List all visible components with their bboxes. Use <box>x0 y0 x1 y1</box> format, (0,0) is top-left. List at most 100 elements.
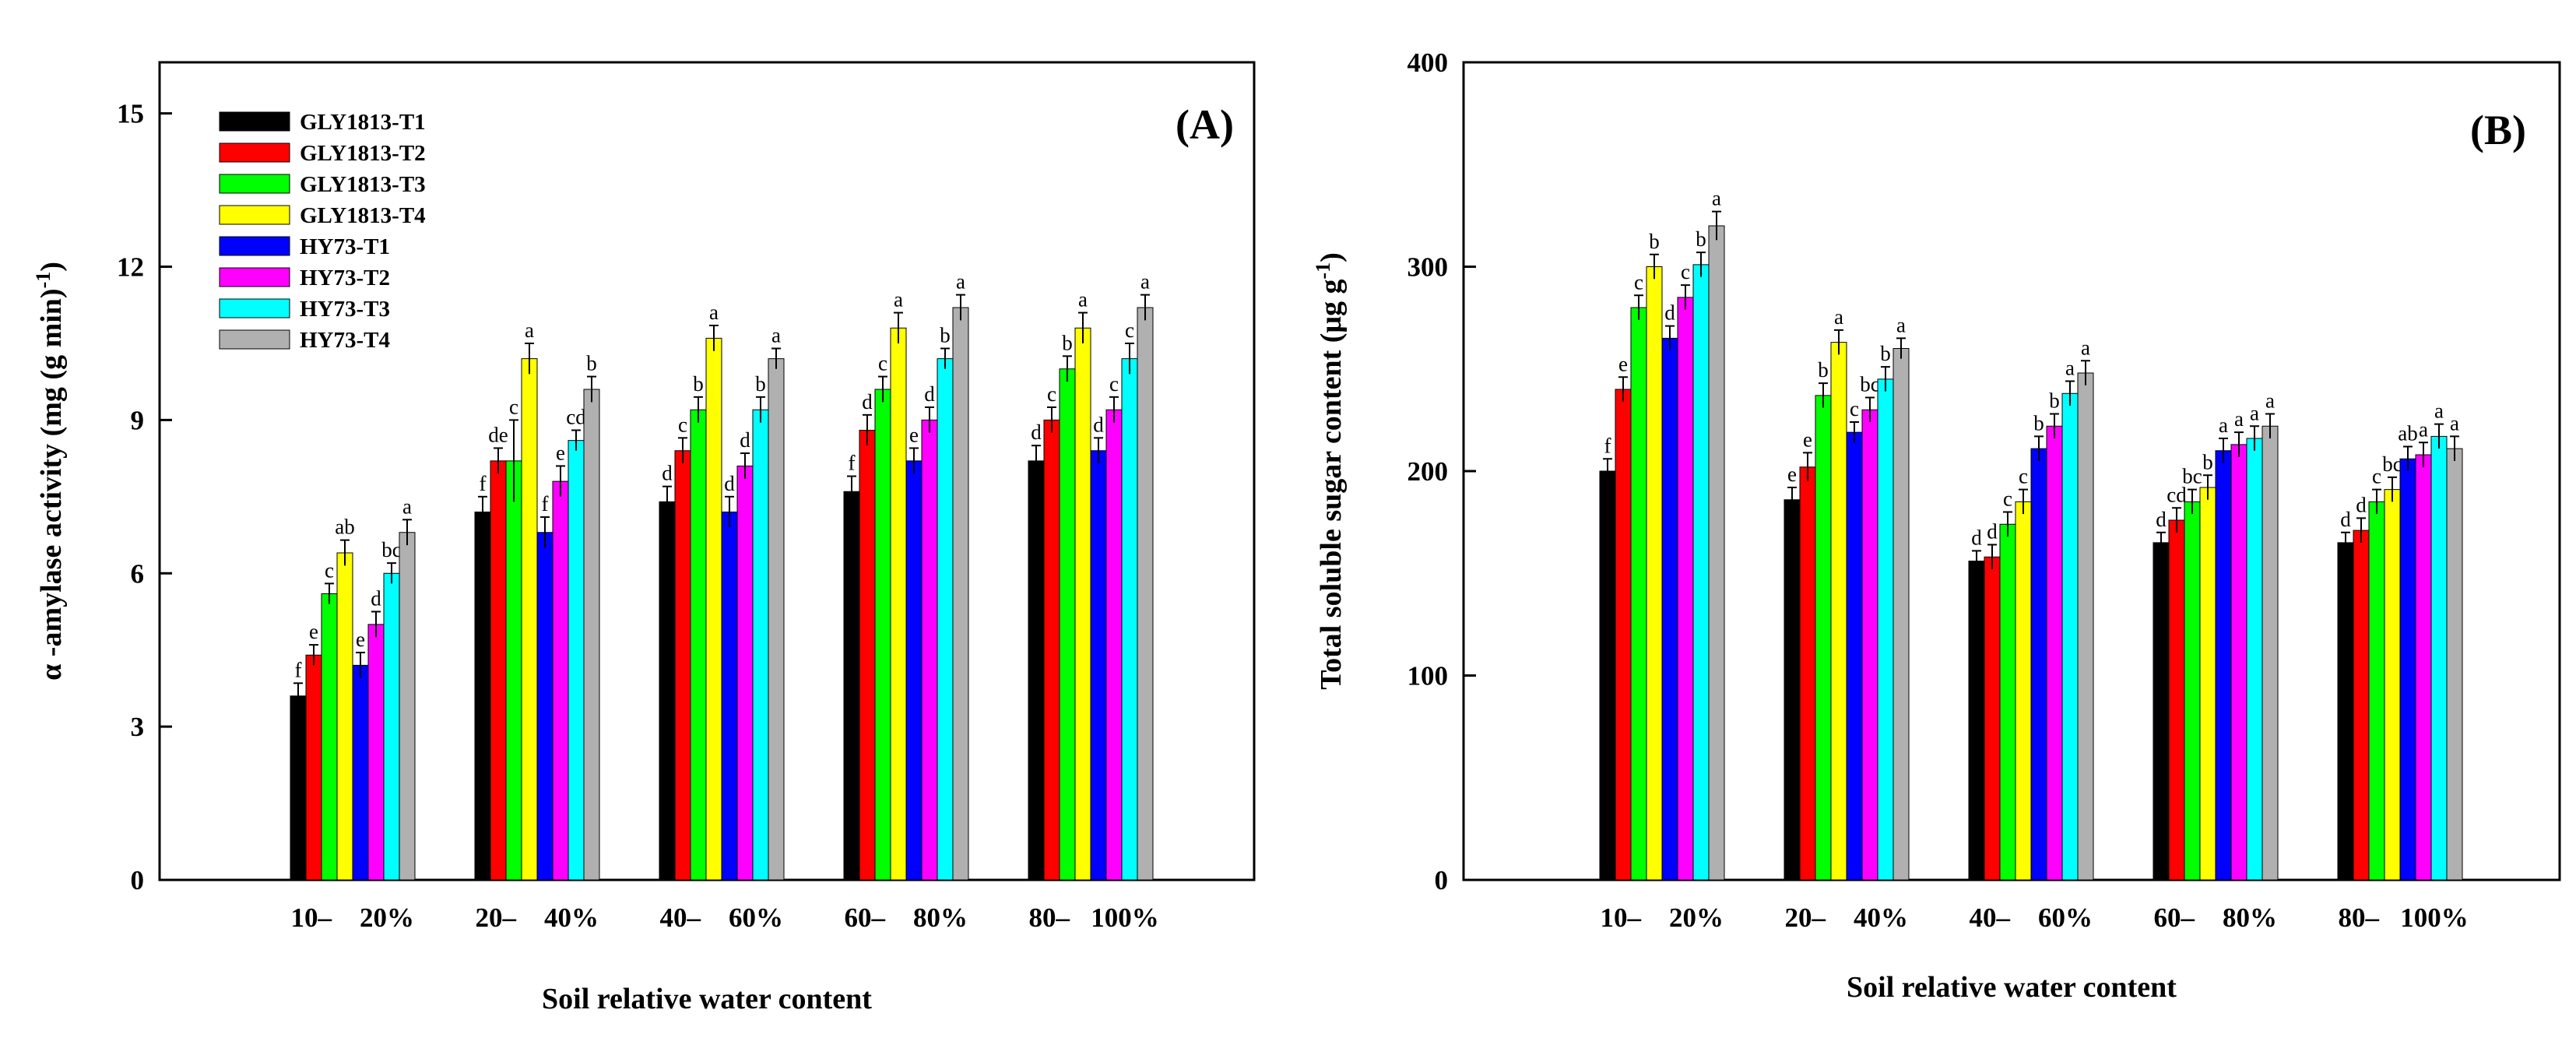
panel-a-significance-label: c <box>678 413 687 436</box>
panel-a-bar-gly1813-t2 <box>490 460 507 881</box>
panel-a-significance-label: e <box>909 423 919 446</box>
panel-a-bar-gly1813-t4 <box>1074 327 1091 881</box>
panel-b-significance-label: a <box>2250 401 2259 424</box>
panel-b-bar-gly1813-t4 <box>1646 266 1663 881</box>
panel-b-bar-hy73-t1 <box>2030 448 2047 881</box>
panel-b-significance-label: b <box>2049 389 2060 413</box>
panel-a-significance-label: e <box>356 628 365 651</box>
panel-a-bar-gly1813-t2 <box>1043 419 1060 881</box>
panel-a-significance-label: b <box>693 372 704 396</box>
panel-b-bar-hy73-t2 <box>1861 409 1878 881</box>
panel-b-significance-label: d <box>1971 526 1982 549</box>
panel-b-y-tick-label: 400 <box>1407 48 1449 78</box>
panel-a-significance-label: cd <box>566 406 586 429</box>
panel-a-y-axis-title-tail: ) <box>35 262 68 272</box>
panel-b-bar-gly1813-t2 <box>2353 530 2370 881</box>
panel-b-significance-label: e <box>1618 352 1628 375</box>
panel-a-significance-label: a <box>525 318 534 342</box>
panel-a-significance-label: d <box>662 462 673 485</box>
legend-swatch-gly1813-t2 <box>219 142 290 163</box>
panel-b-bar-gly1813-t4 <box>1830 342 1847 881</box>
legend-label-hy73-t1: HY73-T1 <box>300 234 390 259</box>
panel-b-y-axis-title-main: Total soluble sugar content (μg g <box>1315 280 1348 690</box>
panel-b-significance-label: c <box>2372 465 2381 488</box>
panel-b-bar-hy73-t4 <box>1708 225 1725 881</box>
panel-a-title: (A) <box>1176 101 1234 148</box>
panel-a-x-axis: 10– 20% 20– 40% 40– 60% 60– 80% 80– 100% <box>291 902 1159 933</box>
panel-b-x-tick-label-left: 10– <box>1601 902 1642 933</box>
panel-a: fecabedbcafdecafecdbdcbaddbafdcaedbadcba… <box>32 61 1256 1015</box>
panel-a-significance-label: e <box>309 620 318 643</box>
panel-a-bar-gly1813-t1 <box>474 512 491 881</box>
panel-b-bar-gly1813-t1 <box>1599 470 1616 881</box>
panel-b-x-tick-label-right: 80% <box>2223 902 2277 933</box>
panel-b-significance-label: b <box>1880 342 1891 365</box>
panel-b-bar-hy73-t3 <box>2061 392 2079 881</box>
legend-swatch-hy73-t3 <box>219 298 290 318</box>
panel-a-y-tick-label: 6 <box>131 558 145 589</box>
panel-b-bar-hy73-t4 <box>1892 348 1910 881</box>
panel-a-y-tick-label: 15 <box>117 99 144 129</box>
panel-b-x-axis-title: Soil relative water content <box>1847 971 2177 1004</box>
panel-b-significance-label: a <box>2434 399 2444 423</box>
panel-b-significance-label: b <box>2033 411 2044 435</box>
panel-b-y-tick-label: 300 <box>1407 252 1449 283</box>
panel-b-bar-gly1813-t3 <box>1999 523 2016 881</box>
panel-b-significance-label: d <box>2156 508 2167 531</box>
panel-a-bar-hy73-t1 <box>905 460 923 881</box>
legend: GLY1813-T1 GLY1813-T2 GLY1813-T3 GLY1813-T4… <box>219 110 426 353</box>
panel-a-y-tick-label: 3 <box>131 712 145 742</box>
panel-b-bar-gly1813-t2 <box>1799 466 1816 881</box>
panel-b-significance-label: c <box>1850 397 1859 420</box>
panel-a-significance-label: a <box>956 270 965 294</box>
panel-a-significance-label: b <box>586 352 597 375</box>
panel-b-significance-label: a <box>2450 411 2459 435</box>
panel-b-significance-label: b <box>1649 230 1660 253</box>
panel-a-bar-gly1813-t1 <box>290 695 307 881</box>
panel-a-bar-hy73-t2 <box>921 419 938 881</box>
legend-swatch-gly1813-t4 <box>219 205 290 225</box>
panel-a-bar-gly1813-t3 <box>505 460 522 881</box>
panel-a-y-axis: 0 3 6 9 12 15 <box>117 99 172 895</box>
legend-swatch-hy73-t1 <box>219 236 290 256</box>
panel-a-x-tick-label-left: 40– <box>660 902 701 933</box>
panel-b-x-tick-label-left: 60– <box>2154 902 2195 933</box>
panel-a-y-tick-label: 12 <box>117 252 144 283</box>
panel-b-x-tick-label-right: 100% <box>2400 902 2469 933</box>
legend-label-hy73-t3: HY73-T3 <box>300 297 390 322</box>
panel-a-significance-label: f <box>542 492 549 515</box>
panel-a-bar-gly1813-t4 <box>890 327 907 881</box>
panel-a-significance-label: f <box>480 472 487 495</box>
panel-a-significance-label: a <box>771 324 781 347</box>
panel-b-significance-label: cd <box>2167 483 2187 506</box>
panel-b-bar-gly1813-t2 <box>1984 556 2001 881</box>
panel-b-bar-hy73-t3 <box>2430 435 2448 881</box>
panel-b-bar-hy73-t3 <box>2246 438 2263 881</box>
panel-b-significance-label: a <box>1896 313 1906 336</box>
panel-a-bar-gly1813-t1 <box>659 501 676 881</box>
panel-a-significance-label: a <box>1140 270 1150 294</box>
legend-label-hy73-t2: HY73-T2 <box>300 266 390 290</box>
panel-b-y-axis-title-tail: ) <box>1315 252 1348 262</box>
panel-a-significance-label: a <box>1078 288 1088 311</box>
panel-b-bar-gly1813-t2 <box>2168 519 2185 881</box>
panel-a-significance-label: a <box>402 494 412 518</box>
panel-b-bar-gly1813-t3 <box>2368 501 2385 881</box>
panel-a-bar-gly1813-t3 <box>1059 368 1076 881</box>
panel-a-bar-hy73-t3 <box>752 409 769 881</box>
panel-a-significance-label: c <box>509 395 518 418</box>
panel-b-y-tick-label: 0 <box>1435 865 1449 895</box>
panel-a-bars: fecabedbcafdecafecdbdcbaddbafdcaedbadcba… <box>290 270 1154 881</box>
panel-b-significance-label: a <box>2234 407 2244 431</box>
panel-b-bar-hy73-t1 <box>2215 450 2232 881</box>
panel-b-bar-gly1813-t3 <box>1815 395 1832 881</box>
legend-swatch-hy73-t2 <box>219 267 290 287</box>
legend-swatch-hy73-t4 <box>219 329 290 350</box>
panel-a-bar-hy73-t2 <box>552 480 569 881</box>
panel-a-x-tick-label-right: 80% <box>913 902 968 933</box>
panel-b-significance-label: bc <box>1860 373 1880 396</box>
panel-a-x-tick-label-left: 10– <box>291 902 332 933</box>
panel-a-bar-gly1813-t3 <box>874 389 891 881</box>
panel-b-bar-hy73-t2 <box>2415 454 2432 881</box>
panel-a-bar-hy73-t1 <box>536 532 554 881</box>
